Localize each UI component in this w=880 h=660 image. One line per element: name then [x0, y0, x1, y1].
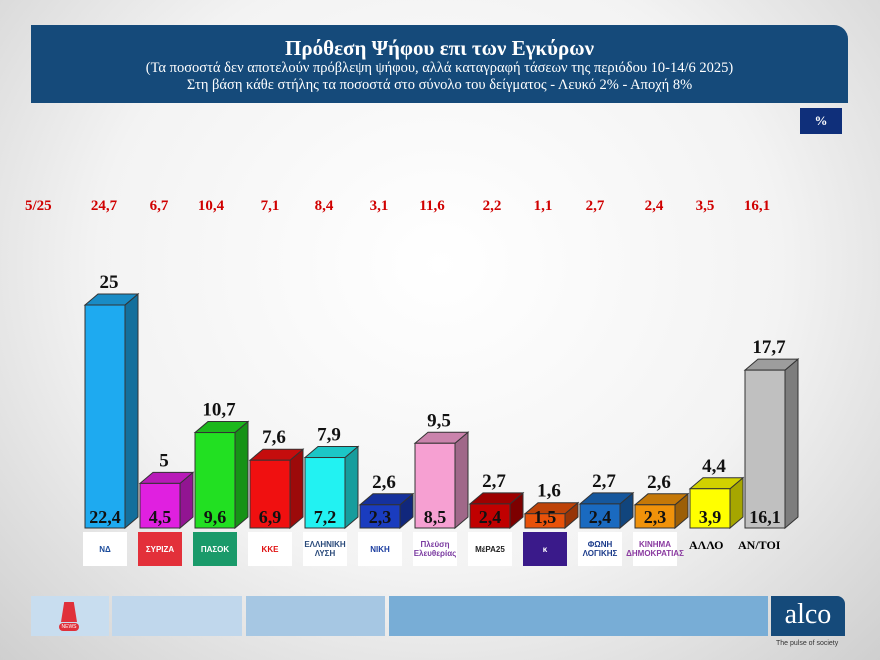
bar — [579, 503, 621, 529]
bar-value-label: 7,6 — [262, 427, 286, 448]
alco-logo: alco — [771, 596, 845, 636]
bar — [744, 369, 786, 529]
comparison-value: 2,2 — [483, 198, 502, 214]
unit-badge: % — [800, 108, 842, 134]
chart-note: Στη βάση κάθε στήλης τα ποσοστά στο σύνο… — [186, 77, 693, 93]
bar-value-label: 10,7 — [202, 400, 236, 421]
bar — [304, 457, 346, 529]
header-banner: Πρόθεση Ψήφου επι των Εγκύρων (Τα ποσοστ… — [31, 25, 848, 103]
party-logo: ΚΚΕ — [248, 532, 292, 566]
bar-sample-label: 4,5 — [149, 507, 172, 527]
party-logo: κ — [523, 532, 567, 566]
bar-value-label: 17,7 — [752, 337, 786, 358]
bar — [689, 488, 731, 529]
bar-sample-label: 6,9 — [259, 507, 282, 527]
bar-value-label: 4,4 — [702, 456, 726, 477]
party-logo: ΝΙΚΗ — [358, 532, 402, 566]
comparison-value: 2,7 — [586, 198, 605, 214]
bar-value-label: 2,6 — [647, 472, 671, 493]
chart-title: Πρόθεση Ψήφου επι των Εγκύρων — [285, 36, 594, 60]
alpha-news-logo: NEWS — [31, 596, 109, 636]
bar-value-label: 2,6 — [372, 472, 396, 493]
bar-sample-label: 2,3 — [644, 507, 667, 527]
bar — [524, 513, 566, 529]
bar-sample-label: 9,6 — [204, 507, 227, 527]
bar-value-label: 5 — [159, 450, 169, 471]
bar-value-label: 2,7 — [482, 471, 506, 492]
bar-side — [454, 431, 469, 530]
footer-block — [112, 596, 242, 636]
alco-tagline: The pulse of society — [776, 640, 839, 647]
bar — [249, 459, 291, 529]
party-logo: ΠΑΣΟΚ — [193, 532, 237, 566]
bar-side — [344, 445, 359, 530]
bar-sample-label: 3,9 — [699, 507, 722, 527]
party-logo: ΣΥΡΙΖΑ — [138, 532, 182, 566]
bar-sample-label: 2,4 — [479, 507, 502, 527]
comparison-label: 5/25 — [25, 198, 52, 214]
comparison-value: 8,4 — [315, 198, 334, 214]
comparison-value: 2,4 — [645, 198, 664, 214]
bar-side — [784, 358, 799, 530]
party-logo: ΜέΡΑ25 — [468, 532, 512, 566]
bar-value-label: 7,9 — [317, 425, 341, 446]
bar-sample-label: 8,5 — [424, 507, 447, 527]
bar-value-label: 9,5 — [427, 410, 451, 431]
bar-value-label: 25 — [100, 272, 119, 293]
bar — [469, 503, 511, 529]
bar-sample-label: 7,2 — [314, 507, 337, 527]
bar — [359, 504, 401, 529]
comparison-value: 6,7 — [150, 198, 169, 214]
party-logo: ΕΛΛΗΝΙΚΗ ΛΥΣΗ — [303, 532, 347, 566]
party-logo: Πλεύση Ελευθερίας — [413, 532, 457, 566]
comparison-value: 16,1 — [744, 198, 770, 214]
comparison-value: 3,5 — [696, 198, 715, 214]
comparison-value: 10,4 — [198, 198, 225, 214]
bar-side — [124, 292, 139, 530]
bar-value-label: 1,6 — [537, 481, 561, 502]
party-logo: ΦΩΝΗ ΛΟΓΙΚΗΣ — [578, 532, 622, 566]
bar — [139, 482, 181, 529]
bar-side — [289, 448, 304, 530]
bar — [414, 442, 456, 529]
bar — [84, 304, 126, 529]
bar-sample-label: 2,4 — [589, 507, 612, 527]
bar — [634, 504, 676, 529]
label-other: ΑΛΛΟ — [689, 538, 724, 552]
bar-value-label: 2,7 — [592, 471, 616, 492]
bar-sample-label: 22,4 — [89, 507, 121, 527]
bar-sample-label: 2,3 — [369, 507, 392, 527]
comparison-value: 1,1 — [534, 198, 553, 214]
party-logo: ΚΙΝΗΜΑ ΔΗΜΟΚΡΑΤΙΑΣ — [626, 532, 684, 566]
bar-sample-label: 1,5 — [534, 507, 557, 527]
bar-sample-label: 16,1 — [749, 507, 781, 527]
label-undecided: ΑΝ/ΤΟΙ — [738, 538, 781, 552]
comparison-value: 7,1 — [261, 198, 280, 214]
chart-subtitle: (Τα ποσοστά δεν αποτελούν πρόβλεψη ψήφου… — [145, 60, 734, 76]
comparison-value: 3,1 — [370, 198, 389, 214]
party-logo: ΝΔ — [83, 532, 127, 566]
comparison-value: 11,6 — [419, 198, 445, 214]
footer-block — [389, 596, 768, 636]
bar — [194, 432, 236, 529]
comparison-value: 24,7 — [91, 198, 118, 214]
bar-side — [234, 420, 249, 530]
footer-block — [246, 596, 385, 636]
